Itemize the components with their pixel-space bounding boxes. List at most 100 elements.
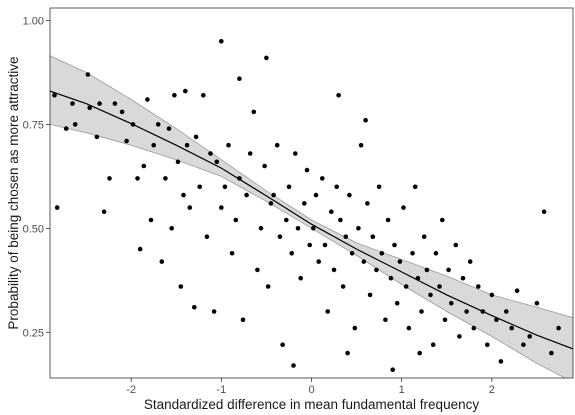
data-point <box>541 209 547 214</box>
data-point <box>251 109 257 115</box>
data-point <box>172 93 177 98</box>
data-point <box>388 275 394 281</box>
data-point <box>509 325 514 331</box>
x-tick-label: -1 <box>216 384 226 396</box>
x-axis-title: Standardized difference in mean fundamen… <box>144 397 479 412</box>
data-point <box>338 217 343 223</box>
data-point <box>226 142 231 148</box>
data-point <box>265 284 271 289</box>
data-point <box>433 251 439 256</box>
data-point <box>361 259 367 264</box>
data-point <box>367 292 373 298</box>
data-point <box>271 192 276 198</box>
data-point <box>446 267 451 273</box>
data-point <box>383 317 388 323</box>
data-point <box>521 342 526 348</box>
data-point <box>556 325 561 331</box>
data-point <box>178 284 184 289</box>
data-point <box>412 184 418 190</box>
data-point <box>70 101 75 106</box>
data-point <box>322 242 328 248</box>
data-point <box>163 176 168 181</box>
data-point <box>155 122 161 127</box>
data-point <box>137 246 143 252</box>
data-point <box>151 142 156 148</box>
data-point <box>295 226 301 231</box>
data-point <box>208 151 213 156</box>
data-point <box>237 76 242 81</box>
data-point <box>54 205 60 210</box>
data-point <box>376 184 382 190</box>
data-point <box>262 163 267 169</box>
data-point <box>331 267 337 273</box>
data-point <box>467 259 473 264</box>
data-point <box>471 325 477 331</box>
y-axis-title: Probability of being chosen as more attr… <box>6 56 21 329</box>
data-point <box>244 192 249 198</box>
data-point <box>85 72 91 77</box>
data-point <box>356 226 361 231</box>
data-point <box>222 184 228 190</box>
data-point <box>430 342 436 348</box>
data-point <box>334 184 340 190</box>
data-point <box>124 138 129 144</box>
data-point <box>449 300 454 306</box>
data-point <box>476 284 481 289</box>
data-point <box>358 142 364 148</box>
data-point <box>94 134 100 140</box>
data-point <box>87 105 92 111</box>
data-point <box>255 267 260 273</box>
data-point <box>229 251 235 256</box>
data-point <box>183 88 188 94</box>
data-point <box>63 126 69 131</box>
confidence-ribbon-layer <box>50 55 573 378</box>
data-point <box>437 284 442 289</box>
data-point <box>72 122 78 127</box>
data-point <box>340 284 346 289</box>
data-point <box>145 97 150 102</box>
data-point <box>390 367 396 373</box>
ribbon-upper-edge <box>50 55 573 319</box>
data-point <box>352 325 358 331</box>
fit-line <box>50 90 573 350</box>
data-point <box>460 275 466 281</box>
data-point <box>421 234 427 239</box>
data-point <box>107 176 112 181</box>
data-point <box>119 109 125 115</box>
data-point <box>417 350 423 356</box>
data-point <box>284 217 289 223</box>
data-point <box>135 176 140 181</box>
data-point <box>219 205 224 210</box>
data-point <box>363 117 368 123</box>
data-point <box>397 259 403 264</box>
data-point <box>419 309 424 314</box>
data-point <box>268 201 274 206</box>
y-tick-label: 0.50 <box>23 223 44 235</box>
data-point <box>211 309 217 314</box>
data-point <box>489 292 495 298</box>
data-point <box>192 305 197 310</box>
y-tick-label: 0.75 <box>23 119 44 131</box>
fit-line-layer <box>50 90 573 350</box>
ribbon-lower-edge <box>50 124 566 378</box>
data-point <box>392 242 397 248</box>
data-point <box>52 93 57 98</box>
data-point <box>148 217 154 223</box>
data-point <box>302 201 307 206</box>
data-point <box>204 234 210 239</box>
data-point <box>307 242 313 248</box>
data-point <box>181 192 186 198</box>
data-point <box>289 251 295 256</box>
data-point <box>274 142 280 148</box>
data-point <box>498 359 504 364</box>
confidence-ribbon <box>50 55 573 378</box>
data-point <box>401 205 406 210</box>
data-point <box>394 300 400 306</box>
data-point <box>298 275 304 281</box>
data-point <box>184 142 190 148</box>
points-layer <box>52 39 561 373</box>
data-point <box>365 201 370 206</box>
data-point <box>343 234 349 239</box>
data-point <box>428 292 433 298</box>
